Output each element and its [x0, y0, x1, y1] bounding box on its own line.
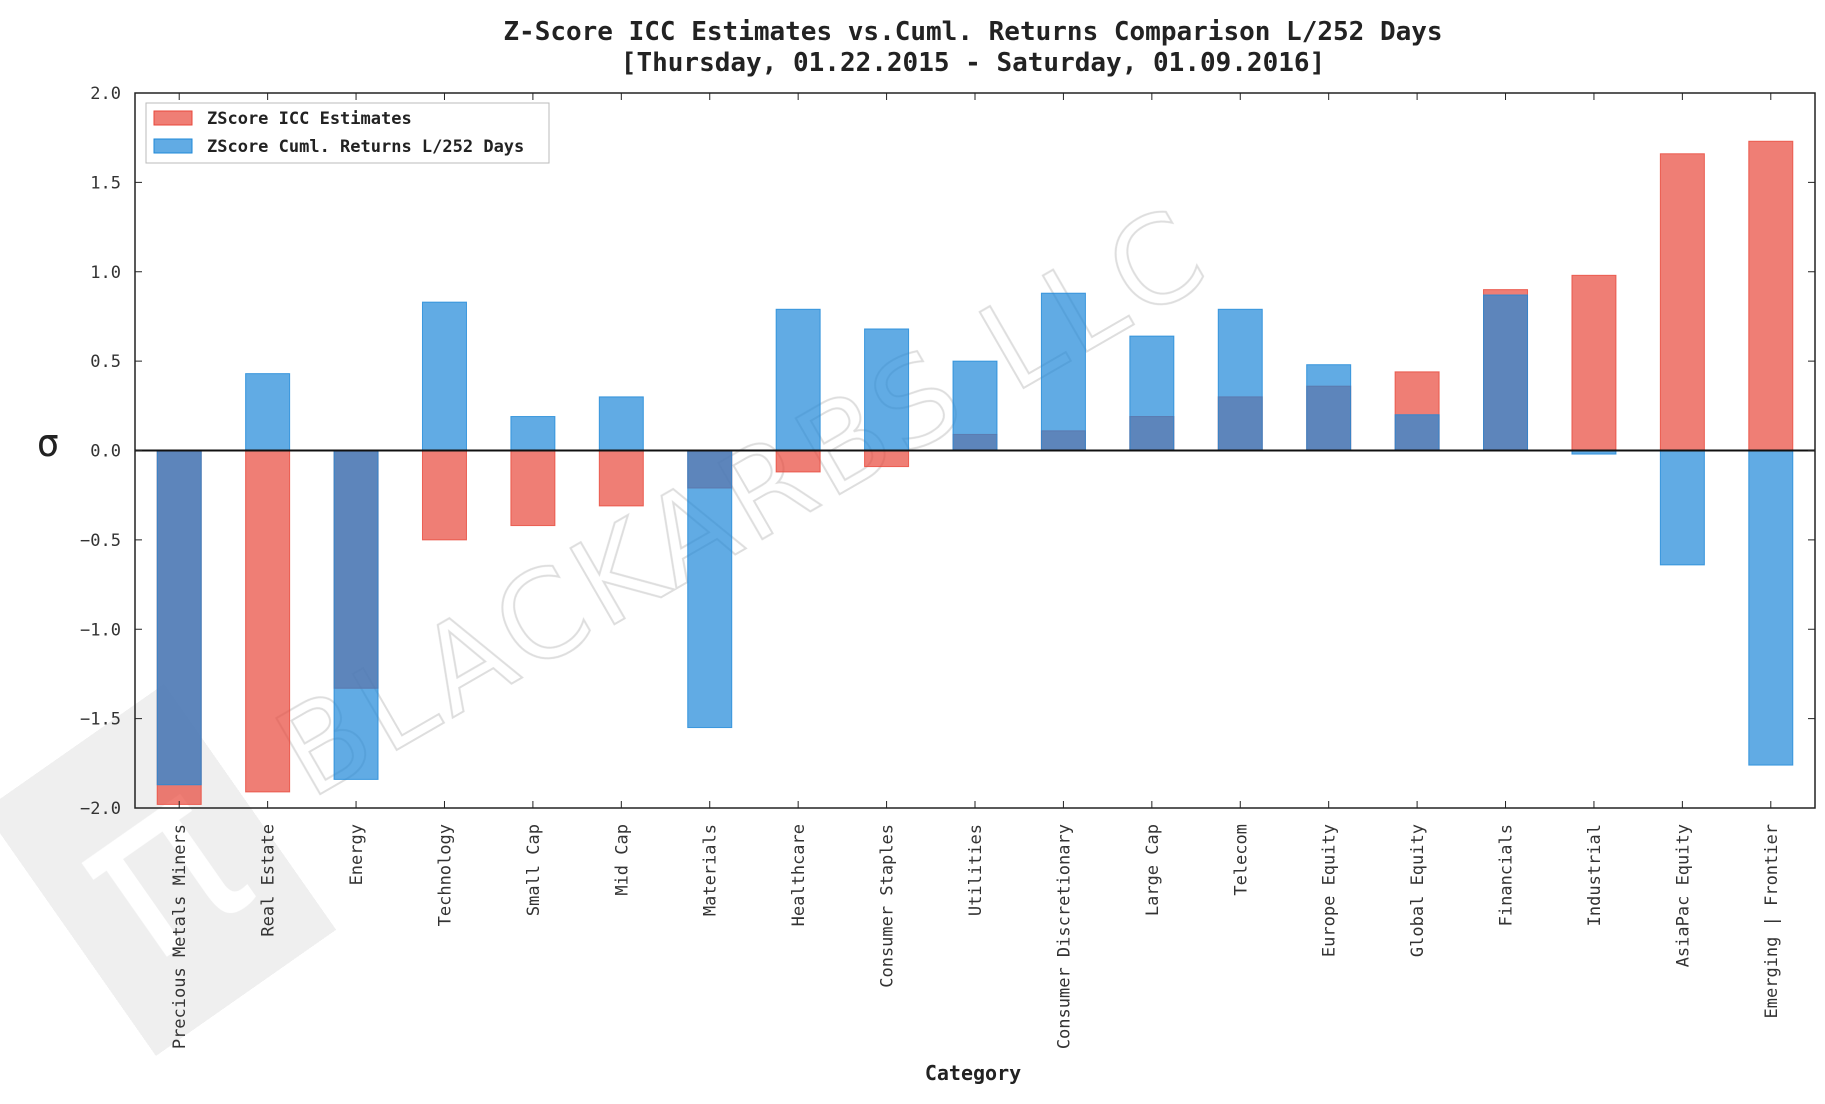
bar-returns-5: [598, 396, 644, 451]
bar-returns-7: [775, 308, 821, 451]
x-tick-label: Healthcare: [789, 824, 809, 926]
x-tick-label: Consumer Discretionary: [1054, 824, 1074, 1049]
bar-returns-1: [245, 373, 291, 452]
x-tick-label: Small Cap: [524, 824, 544, 916]
bar-returns-3: [421, 301, 467, 452]
y-tick-label: −1.0: [80, 620, 121, 640]
y-tick-label: 1.5: [90, 173, 121, 193]
y-axis: 2.0 1.5 1.0 0.5 0.0 −0.5 −1.0 −1.5 −2.0: [80, 84, 1815, 819]
x-tick-label: Large Cap: [1143, 824, 1163, 916]
x-tick-label: Financials: [1497, 824, 1517, 926]
x-tick-label: Technology: [435, 824, 455, 926]
y-tick-label: 0.5: [90, 352, 121, 372]
bar-icc-4: [510, 450, 556, 527]
bar-returns-9: [952, 360, 998, 451]
x-tick-label: Telecom: [1231, 824, 1251, 896]
bar-returns-11: [1129, 335, 1175, 452]
bar-returns-12: [1217, 308, 1263, 451]
bar-icc-3: [421, 450, 467, 541]
bar-returns-14: [1394, 414, 1440, 451]
y-tick-label: 1.0: [90, 263, 121, 283]
y-tick-label: −1.5: [80, 710, 121, 730]
bar-returns-0: [156, 450, 202, 786]
bar-returns-10: [1040, 292, 1086, 452]
bar-icc-8: [864, 450, 910, 468]
bar-icc-16: [1571, 274, 1617, 452]
x-axis-label: Category: [925, 1061, 1021, 1085]
x-tick-label: Emerging | Frontier: [1762, 824, 1782, 1018]
watermark-logo-tile: [0, 684, 337, 1056]
bar-icc-1: [245, 450, 291, 793]
bar-returns-18: [1748, 450, 1794, 766]
x-tick-label: AsiaPac Equity: [1673, 824, 1693, 967]
bar-returns-6: [687, 450, 733, 729]
bar-icc-7: [775, 450, 821, 473]
x-tick-label: Real Estate: [259, 824, 279, 937]
bar-returns-15: [1483, 294, 1529, 451]
legend-label-icc: ZScore ICC Estimates: [207, 109, 412, 129]
bar-icc-5: [598, 450, 644, 507]
legend-swatch-returns: [153, 138, 193, 154]
x-tick-label: Materials: [701, 824, 721, 916]
bar-returns-2: [333, 450, 379, 780]
bar-returns-17: [1659, 450, 1705, 566]
bar-icc-17: [1659, 153, 1705, 451]
y-tick-label: 2.0: [90, 84, 121, 104]
x-tick-label: Precious Metals Miners: [170, 824, 190, 1049]
bar-icc-18: [1748, 140, 1794, 451]
x-tick-label: Consumer Staples: [878, 824, 898, 988]
y-tick-label: −0.5: [80, 531, 121, 551]
x-tick-label: Mid Cap: [612, 824, 632, 896]
legend: ZScore ICC Estimates ZScore Cuml. Return…: [145, 102, 550, 164]
y-tick-label: −2.0: [80, 799, 121, 819]
legend-swatch-icc: [153, 110, 193, 126]
bars-layer: [156, 140, 1794, 805]
x-tick-label: Energy: [347, 824, 367, 885]
bar-returns-4: [510, 416, 556, 452]
legend-label-returns: ZScore Cuml. Returns L/252 Days: [207, 137, 524, 157]
bar-returns-8: [864, 328, 910, 452]
chart-subtitle: [Thursday, 01.22.2015 - Saturday, 01.09.…: [621, 48, 1325, 78]
y-tick-label: 0.0: [90, 442, 121, 462]
bar-returns-13: [1306, 364, 1352, 452]
legend-box: [145, 102, 550, 164]
x-tick-label: Europe Equity: [1320, 824, 1340, 957]
x-tick-label: Global Equity: [1408, 824, 1428, 957]
x-axis: Precious Metals Miners Real Estate Energy T…: [170, 93, 1782, 1049]
chart-title: Z-Score ICC Estimates vs.Cuml. Returns C…: [503, 17, 1442, 47]
x-tick-label: Utilities: [966, 824, 986, 916]
y-axis-label: σ: [37, 421, 60, 465]
x-tick-label: Industrial: [1585, 824, 1605, 926]
watermark-text: BLACKARBS LLC: [255, 181, 1232, 825]
